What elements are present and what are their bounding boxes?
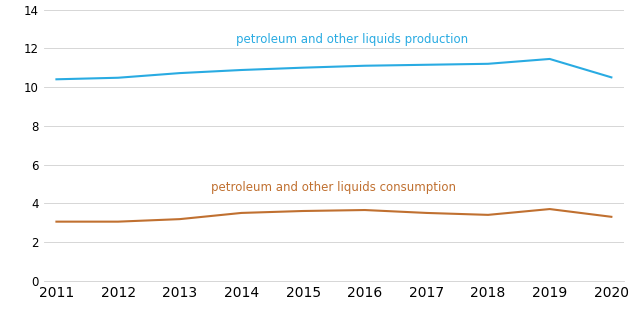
Text: petroleum and other liquids production: petroleum and other liquids production: [236, 33, 469, 46]
Text: petroleum and other liquids consumption: petroleum and other liquids consumption: [212, 181, 456, 194]
